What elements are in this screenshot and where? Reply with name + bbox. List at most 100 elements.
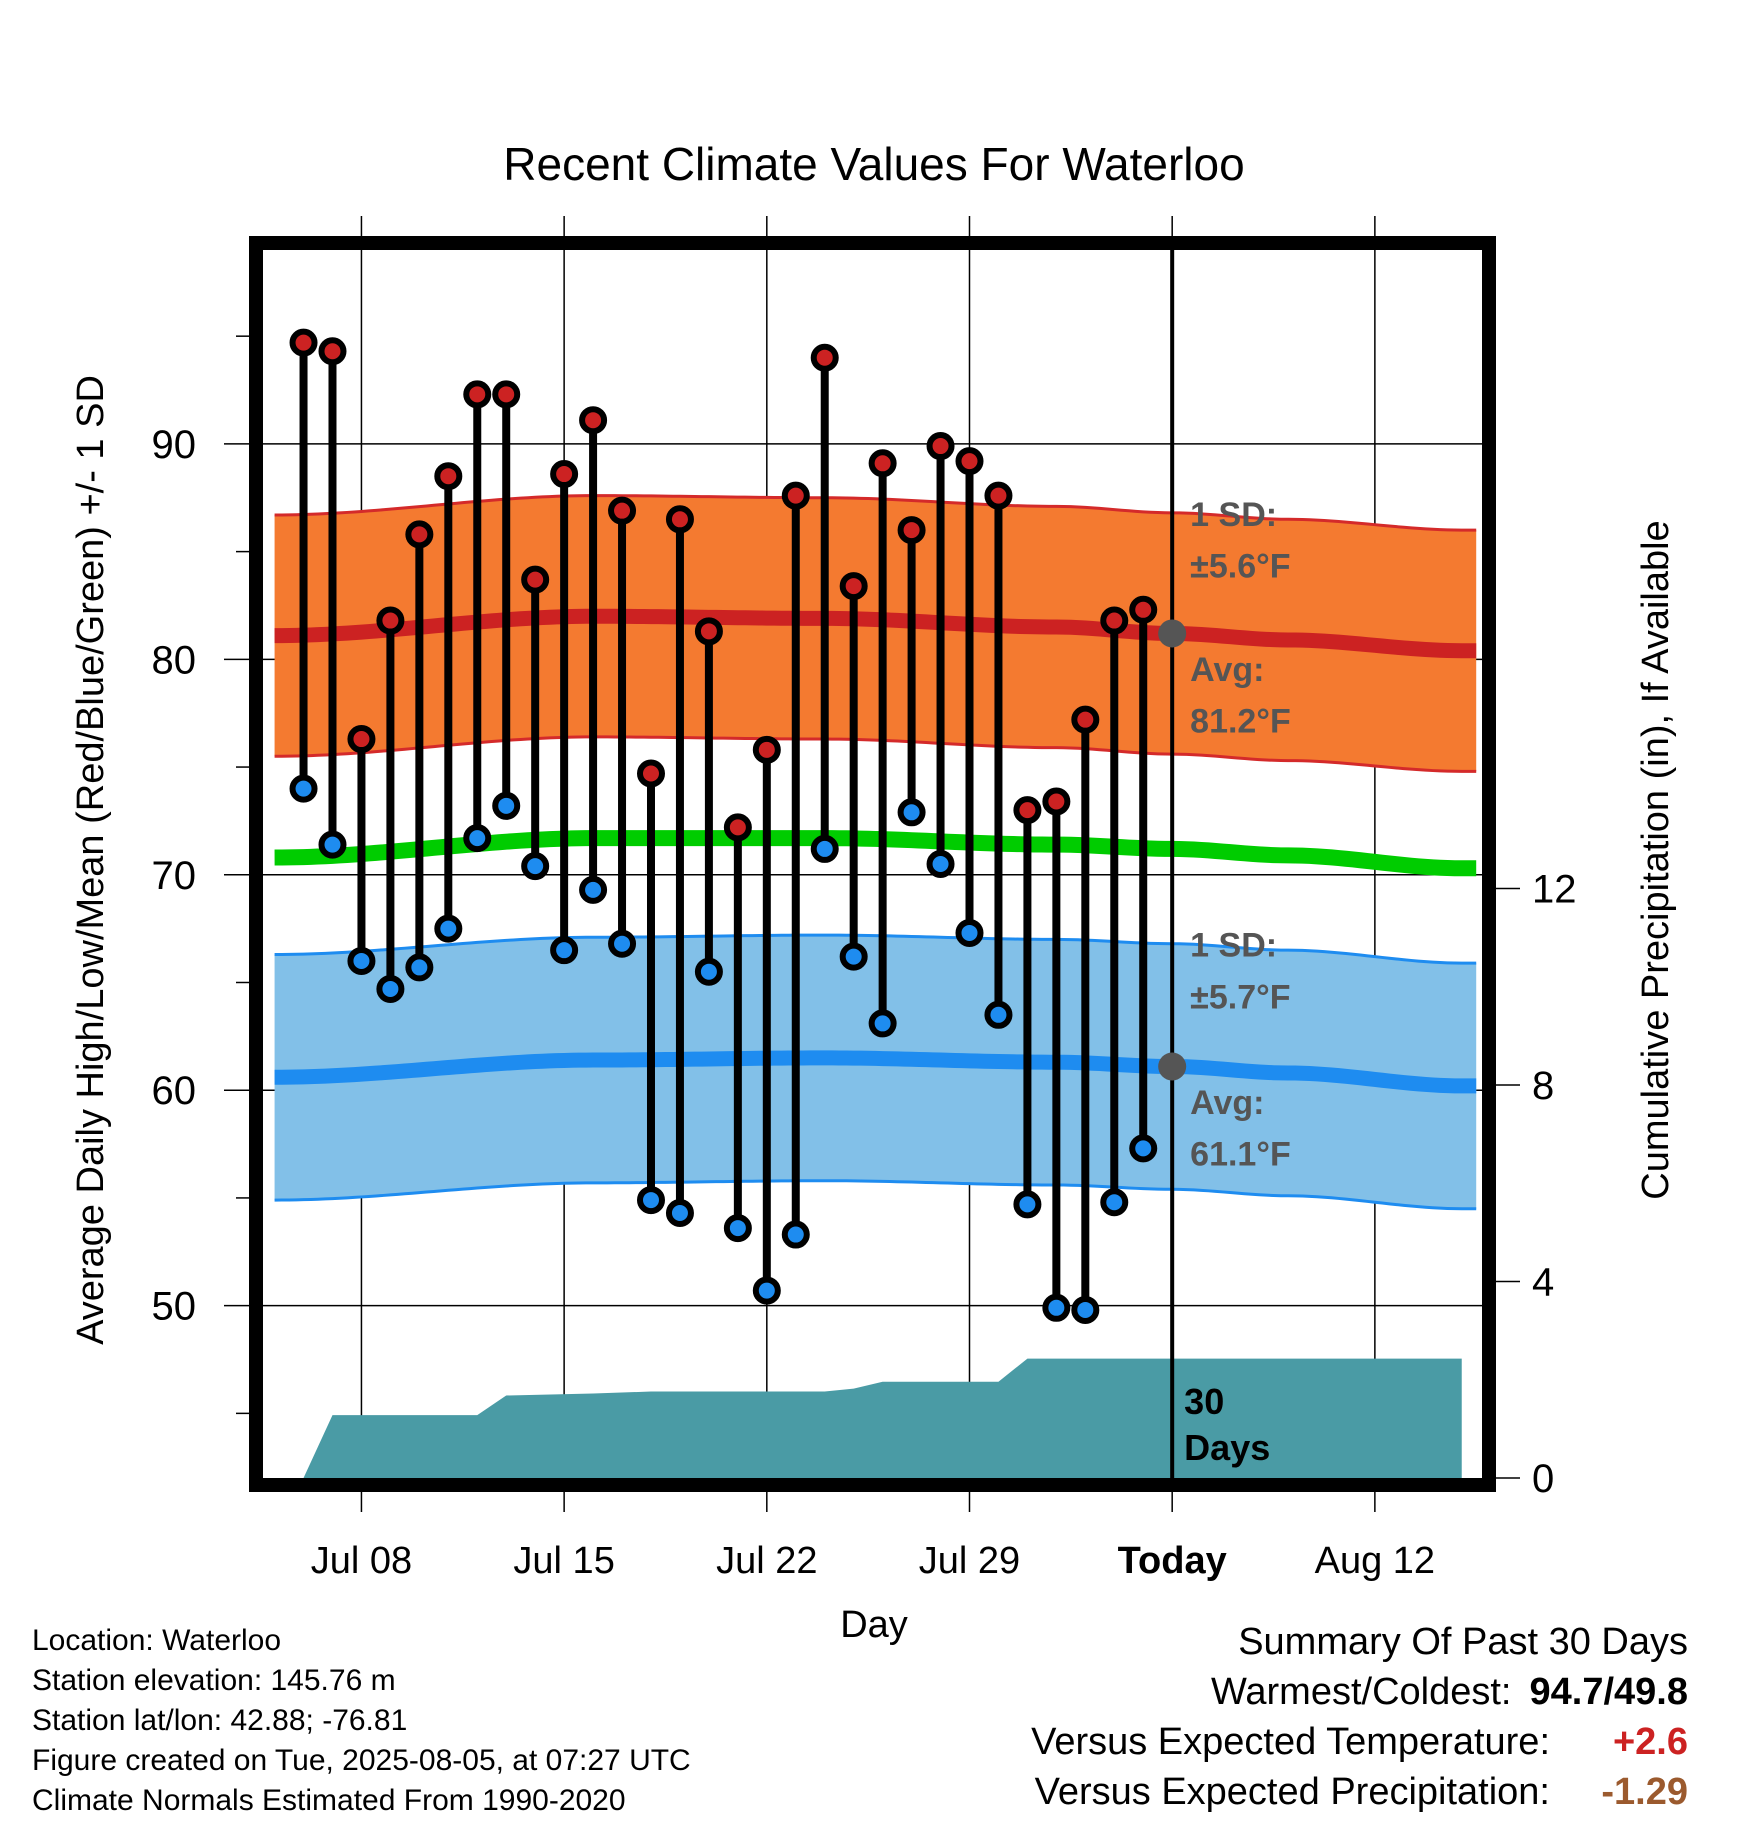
daily-high-point xyxy=(376,606,405,635)
daily-high-point xyxy=(897,516,926,545)
station-info: Location: Waterloo Station elevation: 14… xyxy=(32,1621,691,1821)
y-tick-label: 80 xyxy=(152,638,197,682)
daily-low-point xyxy=(405,953,434,982)
daily-low-point xyxy=(665,1199,694,1228)
y-tick-label-right: 0 xyxy=(1532,1457,1554,1501)
high-sd-label: 1 SD: xyxy=(1190,496,1277,534)
precip-anomaly-value: -1.29 xyxy=(1601,1771,1688,1813)
warmest-value: 94.7 xyxy=(1529,1671,1604,1713)
low-avg-value: 61.1°F xyxy=(1190,1136,1291,1174)
avg-marker-1 xyxy=(1158,1052,1187,1081)
days-window-label-line1: 30 xyxy=(1184,1381,1224,1422)
x-axis-label: Day xyxy=(840,1604,908,1646)
daily-high-point xyxy=(781,481,810,510)
normals-text: Climate Normals Estimated From 1990-2020 xyxy=(32,1784,626,1817)
x-tick-label: Today xyxy=(1118,1540,1227,1582)
daily-high-point xyxy=(434,462,463,491)
daily-low-point xyxy=(723,1214,752,1243)
daily-high-point xyxy=(694,617,723,646)
low-sd-band xyxy=(274,935,1477,1209)
created-text: Figure created on Tue, 2025-08-05, at 07… xyxy=(32,1744,691,1777)
y-tick-label: 90 xyxy=(152,423,197,467)
warmest-coldest-row: Warmest/Coldest: 94.7/49.8 xyxy=(1031,1667,1688,1717)
low-sd-band-upper-edge xyxy=(274,933,1477,965)
precip-anomaly-label: Versus Expected Precipitation: xyxy=(1034,1771,1550,1813)
daily-high-point xyxy=(492,380,521,409)
location-text: Location: Waterloo xyxy=(32,1624,282,1657)
daily-low-point xyxy=(868,1009,897,1038)
low-avg-label: Avg: xyxy=(1190,1084,1264,1122)
daily-high-point xyxy=(347,725,376,754)
y-tick-label-right: 4 xyxy=(1532,1261,1554,1305)
x-tick-label: Jul 22 xyxy=(716,1540,817,1582)
low-sd-band-lower-edge xyxy=(274,1179,1477,1211)
daily-low-point xyxy=(579,875,608,904)
daily-high-point xyxy=(1042,787,1071,816)
daily-low-point xyxy=(839,942,868,971)
high-sd-value: ±5.6°F xyxy=(1190,547,1290,585)
daily-low-point xyxy=(810,834,839,863)
daily-high-point xyxy=(1071,705,1100,734)
daily-low-point xyxy=(463,824,492,853)
daily-high-point xyxy=(1100,606,1129,635)
daily-high-point xyxy=(608,496,637,525)
daily-low-point xyxy=(897,798,926,827)
daily-high-point xyxy=(1013,796,1042,825)
daily-high-point xyxy=(579,406,608,435)
x-tick-label: Jul 29 xyxy=(919,1540,1020,1582)
coldest-value: /49.8 xyxy=(1603,1671,1688,1713)
temp-anomaly-row: Versus Expected Temperature: +2.6 xyxy=(1031,1717,1688,1767)
daily-low-point xyxy=(318,830,347,859)
y-tick-label: 50 xyxy=(152,1285,197,1329)
daily-low-point xyxy=(1129,1134,1158,1163)
low-sd-label: 1 SD: xyxy=(1190,927,1277,965)
daily-low-point xyxy=(1013,1190,1042,1219)
daily-high-point xyxy=(868,449,897,478)
x-tick-label: Aug 12 xyxy=(1315,1540,1435,1582)
daily-low-point xyxy=(492,791,521,820)
daily-high-point xyxy=(810,343,839,372)
daily-high-point xyxy=(926,432,955,461)
x-tick-label: Jul 15 xyxy=(513,1540,614,1582)
daily-low-point xyxy=(347,946,376,975)
daily-low-point xyxy=(984,1000,1013,1029)
high-avg-label: Avg: xyxy=(1190,651,1264,689)
daily-low-point xyxy=(955,918,984,947)
temp-anomaly-value: +2.6 xyxy=(1612,1721,1688,1763)
daily-low-point xyxy=(781,1220,810,1249)
daily-high-point xyxy=(1129,595,1158,624)
plot-frame xyxy=(249,236,1496,1492)
daily-low-point xyxy=(550,936,579,965)
y-tick-label: 60 xyxy=(152,1069,197,1113)
y-tick-label-right: 12 xyxy=(1532,868,1577,912)
daily-high-point xyxy=(665,505,694,534)
summary-title: Summary Of Past 30 Days xyxy=(1238,1621,1688,1663)
elevation-text: Station elevation: 145.76 m xyxy=(32,1664,396,1697)
daily-low-point xyxy=(926,850,955,878)
daily-low-point xyxy=(521,852,550,881)
high-sd-band xyxy=(274,495,1477,772)
precip-area xyxy=(303,1358,1462,1478)
daily-high-point xyxy=(636,759,665,788)
daily-low-point xyxy=(1042,1293,1071,1322)
daily-high-point xyxy=(984,481,1013,510)
daily-high-point xyxy=(550,460,579,489)
avg-marker-0 xyxy=(1158,619,1187,648)
precip-anomaly-row: Versus Expected Precipitation: -1.29 xyxy=(1031,1767,1688,1817)
temp-anomaly-label: Versus Expected Temperature: xyxy=(1031,1721,1550,1763)
daily-high-point xyxy=(723,813,752,842)
y-axis-label: Average Daily High/Low/Mean (Red/Blue/Gr… xyxy=(70,375,112,1345)
daily-low-point xyxy=(434,914,463,943)
x-tick-label: Jul 08 xyxy=(311,1540,412,1582)
daily-low-point xyxy=(376,974,405,1003)
daily-high-point xyxy=(405,520,434,549)
y-tick-label: 70 xyxy=(152,854,197,898)
summary-panel: Summary Of Past 30 Days Warmest/Coldest:… xyxy=(1031,1617,1688,1817)
daily-high-point xyxy=(463,380,492,409)
plot-area xyxy=(263,250,1482,1478)
daily-low-point xyxy=(636,1186,665,1215)
days-window-label-line2: Days xyxy=(1184,1427,1270,1468)
daily-low-point xyxy=(1071,1295,1100,1324)
y-tick-label-right: 8 xyxy=(1532,1064,1554,1108)
daily-high-point xyxy=(289,328,318,357)
